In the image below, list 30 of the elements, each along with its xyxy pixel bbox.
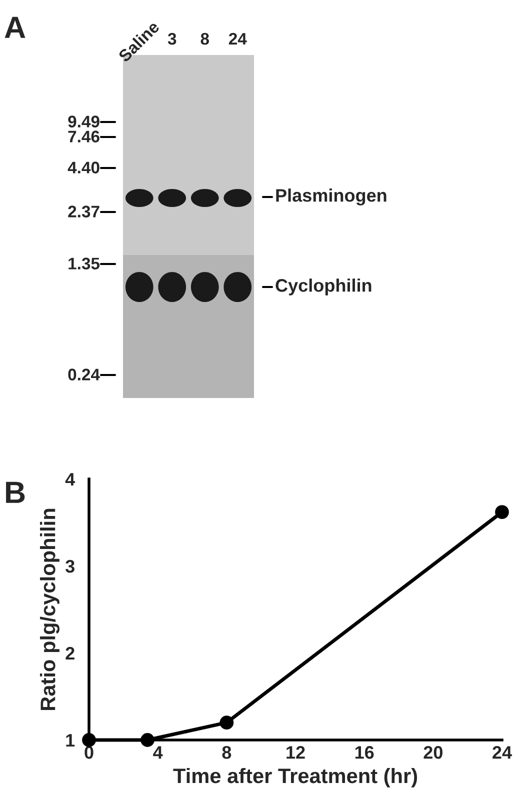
y-axis-title: Ratio plg/cyclophilin: [40, 508, 60, 710]
text: 7.46: [68, 130, 100, 142]
text: A: [4, 16, 26, 38]
text: 9.49: [68, 116, 100, 128]
y-tick-label: 2: [66, 646, 74, 660]
text: Cyclophilin: [276, 278, 372, 296]
y-tick-label: 4: [65, 473, 76, 486]
x-tick-label: 12: [286, 746, 305, 759]
point: [140, 733, 154, 747]
x-tick-label: 24: [492, 746, 512, 759]
x-tick-label: 8: [222, 746, 232, 759]
x-axis-title: Time after Treatment (hr): [173, 768, 417, 788]
category-label: 3: [168, 32, 176, 45]
text: 0.24: [68, 368, 100, 380]
chart-title: B: [6, 482, 25, 503]
text: Plasminogen: [276, 188, 386, 206]
x-tick-label: 20: [424, 746, 442, 759]
category-label: 8: [200, 32, 209, 45]
text: 1.35: [68, 258, 100, 270]
x-tick-label: 0: [84, 746, 94, 759]
text: 4.40: [68, 162, 100, 174]
point: [82, 733, 96, 747]
y-tick-label: 1: [66, 734, 75, 747]
x-tick-label: 16: [355, 746, 374, 759]
x-tick-label: 4: [153, 746, 163, 759]
text: 2.37: [68, 206, 100, 218]
point: [495, 505, 509, 520]
y-tick-label: 3: [65, 560, 74, 573]
category-label: 24: [228, 32, 247, 45]
point: [220, 716, 234, 730]
